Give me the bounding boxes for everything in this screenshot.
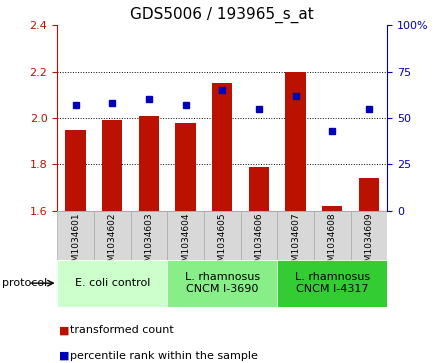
Text: ■: ■: [59, 325, 70, 335]
Bar: [167, 260, 277, 307]
Bar: [322, 206, 342, 211]
Bar: [176, 123, 196, 211]
Text: GSM1034603: GSM1034603: [144, 212, 154, 273]
Bar: [66, 130, 86, 211]
Text: transformed count: transformed count: [70, 325, 174, 335]
Bar: [277, 211, 314, 260]
Text: GSM1034602: GSM1034602: [108, 212, 117, 273]
Text: GSM1034607: GSM1034607: [291, 212, 300, 273]
Bar: [241, 211, 277, 260]
Bar: [314, 211, 351, 260]
Text: GSM1034601: GSM1034601: [71, 212, 80, 273]
Text: protocol: protocol: [2, 278, 48, 288]
Text: GSM1034606: GSM1034606: [254, 212, 264, 273]
Bar: [212, 83, 232, 211]
Bar: [131, 211, 167, 260]
Text: GSM1034605: GSM1034605: [218, 212, 227, 273]
Text: percentile rank within the sample: percentile rank within the sample: [70, 351, 258, 361]
Bar: [204, 211, 241, 260]
Text: L. rhamnosus
CNCM I-3690: L. rhamnosus CNCM I-3690: [185, 272, 260, 294]
Bar: [57, 260, 167, 307]
Text: ■: ■: [59, 351, 70, 361]
Bar: [359, 178, 379, 211]
Bar: [139, 116, 159, 211]
Bar: [277, 260, 387, 307]
Bar: [351, 211, 387, 260]
Text: L. rhamnosus
CNCM I-4317: L. rhamnosus CNCM I-4317: [295, 272, 370, 294]
Bar: [167, 211, 204, 260]
Text: E. coli control: E. coli control: [74, 278, 150, 288]
Bar: [57, 211, 94, 260]
Bar: [249, 167, 269, 211]
Text: GSM1034608: GSM1034608: [328, 212, 337, 273]
Text: GSM1034609: GSM1034609: [364, 212, 374, 273]
Title: GDS5006 / 193965_s_at: GDS5006 / 193965_s_at: [130, 7, 314, 23]
Text: GSM1034604: GSM1034604: [181, 212, 190, 273]
Bar: [94, 211, 131, 260]
Bar: [102, 120, 122, 211]
Bar: [286, 72, 306, 211]
